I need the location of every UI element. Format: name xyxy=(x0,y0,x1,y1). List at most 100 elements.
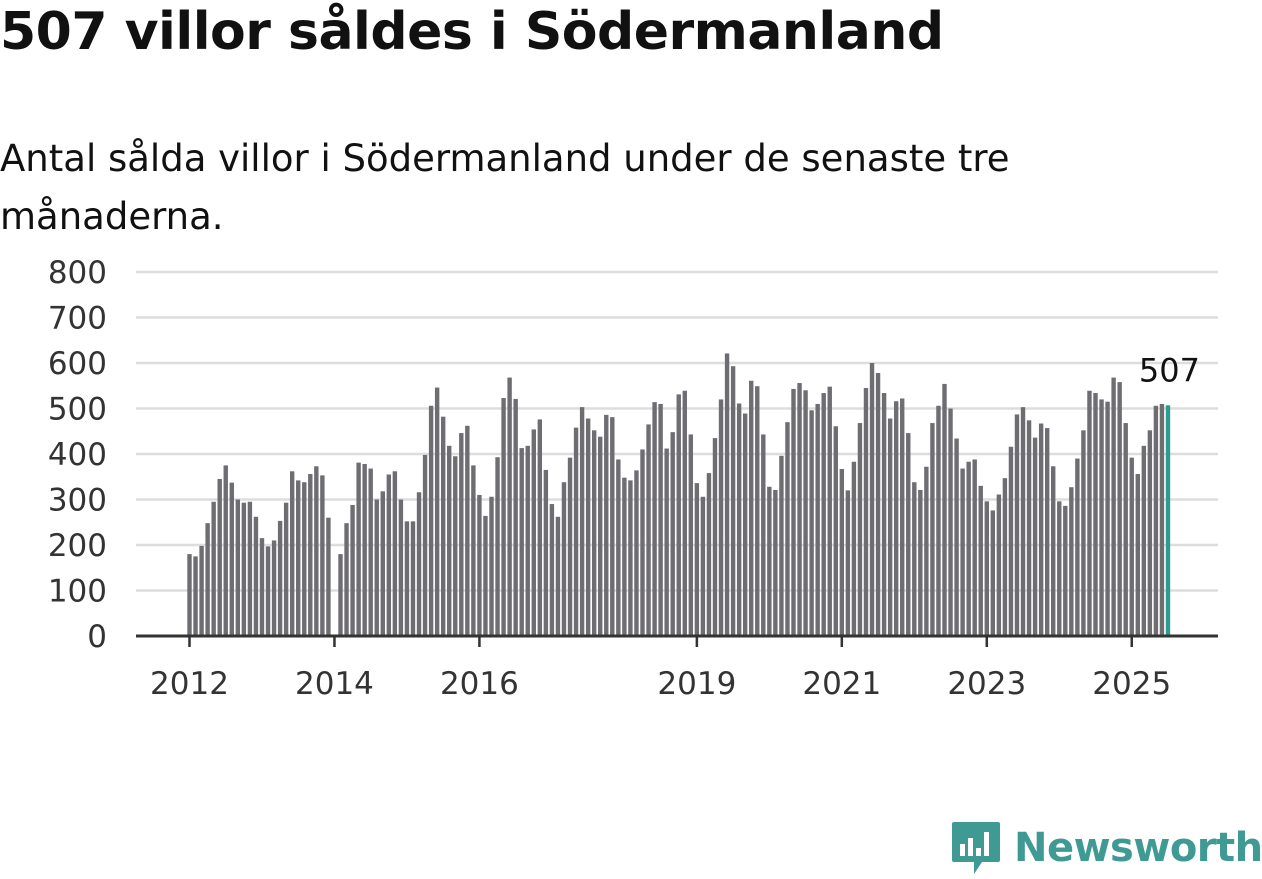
bar xyxy=(350,504,355,636)
bar xyxy=(954,438,959,636)
bar xyxy=(501,398,506,636)
bar xyxy=(869,363,875,636)
bar xyxy=(410,521,416,636)
bars xyxy=(187,353,1171,637)
bar xyxy=(779,455,784,636)
bar xyxy=(235,499,241,636)
bar xyxy=(253,516,259,636)
bar xyxy=(942,383,947,636)
bar xyxy=(1159,403,1165,636)
y-axis-labels: 0 100 200 300 400 500 600 700 800 xyxy=(48,255,107,655)
bar xyxy=(1008,446,1014,636)
bar xyxy=(924,466,929,636)
bar xyxy=(815,403,820,636)
bar xyxy=(773,489,778,636)
y-tick-label: 800 xyxy=(48,255,107,291)
y-tick-label: 100 xyxy=(48,574,107,610)
bar xyxy=(380,491,385,636)
bar xyxy=(1135,474,1140,636)
bar xyxy=(277,520,283,636)
bar xyxy=(374,499,379,636)
bar xyxy=(1069,487,1074,636)
bar xyxy=(833,426,838,636)
bar xyxy=(416,492,422,636)
bar xyxy=(1081,430,1086,636)
bar xyxy=(483,515,488,636)
bar xyxy=(742,413,748,636)
bar xyxy=(863,388,869,636)
bar xyxy=(996,494,1002,636)
y-tick-label: 300 xyxy=(48,483,107,519)
bar xyxy=(362,464,367,636)
bar xyxy=(265,546,271,636)
bar xyxy=(320,475,325,636)
bar xyxy=(229,482,234,636)
bar xyxy=(211,501,216,636)
bar xyxy=(706,473,712,636)
bar xyxy=(881,393,887,636)
bar xyxy=(356,462,361,636)
bar xyxy=(978,485,983,636)
bar xyxy=(875,373,881,636)
bar xyxy=(749,380,754,636)
bar xyxy=(302,482,307,636)
bar xyxy=(604,414,609,636)
bar xyxy=(1063,505,1068,636)
bar xyxy=(724,353,730,636)
bar xyxy=(1051,466,1056,636)
bar xyxy=(1147,430,1153,636)
bar xyxy=(495,457,500,636)
bar xyxy=(543,469,549,636)
chart-subtitle: Antal sålda villor i Södermanland under … xyxy=(0,137,1010,238)
bar xyxy=(688,434,694,636)
bar xyxy=(283,502,289,636)
bar xyxy=(338,554,343,636)
bar xyxy=(271,540,277,636)
bar xyxy=(803,390,808,636)
bar xyxy=(1002,478,1008,636)
bar xyxy=(676,394,681,636)
bar xyxy=(1099,399,1104,636)
brand-name: Newsworthy xyxy=(1014,825,1262,871)
bar xyxy=(652,402,657,636)
x-axis: 2012 2014 2016 2019 2021 2023 2025 xyxy=(136,634,1218,702)
bar xyxy=(736,403,742,636)
bar xyxy=(718,399,724,636)
bar xyxy=(960,468,965,636)
bar xyxy=(791,388,796,636)
bar xyxy=(966,461,971,636)
bar xyxy=(459,433,464,636)
bar xyxy=(434,387,440,636)
bar xyxy=(525,445,530,636)
bar xyxy=(579,407,585,636)
y-tick-label: 500 xyxy=(48,392,107,428)
bar xyxy=(471,465,476,637)
bar xyxy=(507,377,512,636)
bar xyxy=(422,454,428,636)
bar xyxy=(767,486,772,636)
bar xyxy=(1026,420,1032,636)
bar xyxy=(809,410,814,636)
bar xyxy=(555,516,561,636)
bar xyxy=(622,477,627,636)
bar xyxy=(531,429,536,636)
bar xyxy=(1014,414,1020,636)
bar xyxy=(1105,401,1110,636)
bar xyxy=(217,479,222,636)
bar xyxy=(561,482,567,636)
bar xyxy=(670,432,675,636)
bar xyxy=(489,496,494,636)
bar xyxy=(549,504,555,636)
bar xyxy=(1153,405,1159,636)
bar xyxy=(296,480,301,636)
bar xyxy=(906,433,911,636)
bar xyxy=(1141,445,1147,636)
y-tick-label: 0 xyxy=(87,619,107,655)
bar xyxy=(368,468,373,636)
bar xyxy=(936,405,941,636)
bar xyxy=(845,490,851,636)
x-tick-label: 2021 xyxy=(802,666,881,702)
bar xyxy=(646,424,651,636)
x-tick-label: 2023 xyxy=(947,666,1026,702)
